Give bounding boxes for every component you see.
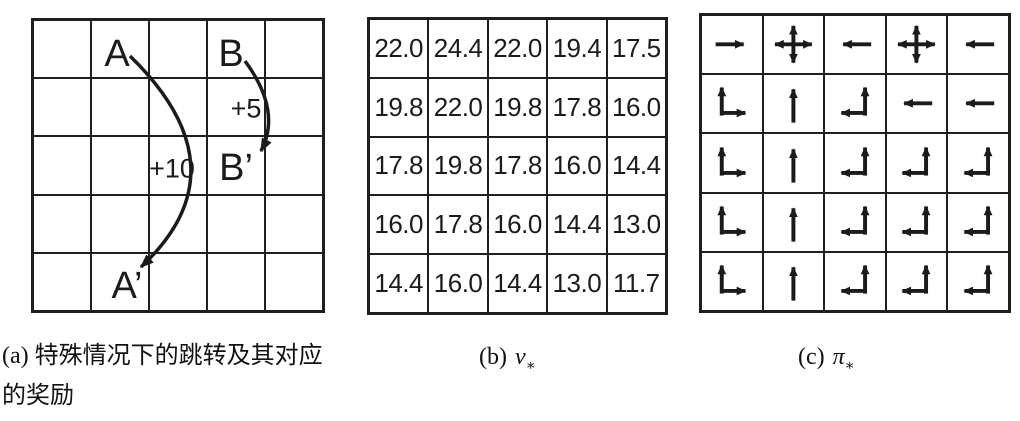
label-A: A [104,33,130,75]
state-value-cell: 22.0 [428,77,488,137]
policy-arrow-up-right-icon [701,133,763,193]
grid-cell [33,78,91,137]
policy-arrow-up-left-icon [885,133,948,193]
policy-arrow-cross-icon [885,15,948,75]
grid-cell [265,20,323,79]
policy-arrow-up-left-icon [947,192,1009,252]
caption-b: (b) v∗ [479,344,536,375]
policy-arrow-up-icon [762,74,825,134]
grid-cell [149,252,207,311]
policy-arrow-right-icon [701,15,763,75]
state-value-cell: 14.4 [547,195,607,255]
grid-cell [265,194,323,253]
grid-cell [33,252,91,311]
caption-b-prefix: (b) [479,344,507,370]
state-value-cell: 19.8 [487,77,548,137]
caption-c: (c) π∗ [798,344,855,374]
label-B-prime: B’ [219,147,253,189]
caption-a-line1: (a) 特殊情况下的跳转及其对应 [2,343,323,369]
grid-cell [33,20,91,79]
grid-cell [91,194,149,253]
grid-cell [265,78,323,137]
grid-cell [207,252,265,311]
grid-cell [149,78,207,137]
grid-cell [91,252,149,311]
grid-cell [33,194,91,253]
caption-b-symbol: v [514,344,526,370]
policy-arrow-up-left-icon [947,251,1009,311]
policy-arrow-up-right-icon [701,251,763,311]
caption-a: (a) 特殊情况下的跳转及其对应 的奖励 [2,336,382,416]
state-value-cell: 17.8 [428,195,488,255]
policy-arrow-up-right-icon [701,74,763,134]
grid-cell [207,194,265,253]
state-value-cell: 16.0 [606,77,666,137]
grid-cell [207,20,265,79]
state-value-cell: 19.4 [547,19,607,78]
state-value-cell: 22.0 [487,19,548,78]
policy-arrow-up-left-icon [885,251,948,311]
state-value-cell: 16.0 [487,195,548,255]
policy-arrow-up-right-icon [701,192,763,252]
state-value-cell: 13.0 [547,254,607,313]
state-value-cell: 11.7 [606,254,666,313]
policy-arrow-up-left-icon [885,192,948,252]
policy-arrow-left-icon [947,74,1009,134]
state-value-cell: 14.4 [369,254,429,313]
policy-arrow-up-left-icon [824,192,886,252]
grid-cell [149,20,207,79]
grid-cell [91,20,149,79]
state-value-cell: 19.8 [428,136,488,196]
caption-c-prefix: (c) [798,344,825,370]
state-value-cell: 16.0 [428,254,488,313]
state-value-cell: 22.0 [369,19,429,78]
reward-plus5-label: +5 [230,93,262,124]
state-value-cell: 17.8 [487,136,548,196]
policy-arrow-up-left-icon [947,133,1009,193]
grid-cell [265,252,323,311]
state-value-grid: 22.0 24.4 22.0 19.4 17.5 19.8 22.0 19.8 17.8 16.0… [369,19,666,313]
grid-cell [91,136,149,195]
state-value-cell: 17.5 [606,19,666,78]
policy-arrow-up-left-icon [824,74,886,134]
caption-a-line2: 的奖励 [2,383,74,409]
grid-cell [33,136,91,195]
policy-arrow-left-icon [885,74,948,134]
policy-arrow-cross-icon [762,15,825,75]
policy-arrow-up-left-icon [824,133,886,193]
panel-c-policy-grid [699,13,1011,313]
policy-grid [701,15,1009,311]
policy-arrow-left-icon [824,15,886,75]
caption-c-symbol: π [832,344,845,370]
state-value-cell: 24.4 [428,19,488,78]
grid-cell [265,136,323,195]
state-value-cell: 13.0 [606,195,666,255]
policy-arrow-left-icon [947,15,1009,75]
state-value-cell: 16.0 [369,195,429,255]
state-value-cell: 16.0 [547,136,607,196]
state-value-cell: 14.4 [606,136,666,196]
grid-cell [207,136,265,195]
panel-b-value-grid: 22.0 24.4 22.0 19.4 17.5 19.8 22.0 19.8 17.8 16.0… [367,17,668,315]
label-B: B [218,33,244,75]
state-value-cell: 14.4 [487,254,548,313]
policy-arrow-up-icon [762,251,825,311]
state-value-cell: 17.8 [547,77,607,137]
policy-arrow-up-icon [762,133,825,193]
panel-a-jump-grid: A B A’ B’ +10 +5 [31,18,325,313]
policy-arrow-up-left-icon [824,251,886,311]
label-A-prime: A’ [111,265,143,307]
policy-arrow-up-icon [762,192,825,252]
reward-plus10-label: +10 [149,153,195,184]
state-value-cell: 17.8 [369,136,429,196]
caption-b-subscript: ∗ [525,357,536,374]
state-value-cell: 19.8 [369,77,429,137]
grid-cell [149,194,207,253]
grid-cell [91,78,149,137]
